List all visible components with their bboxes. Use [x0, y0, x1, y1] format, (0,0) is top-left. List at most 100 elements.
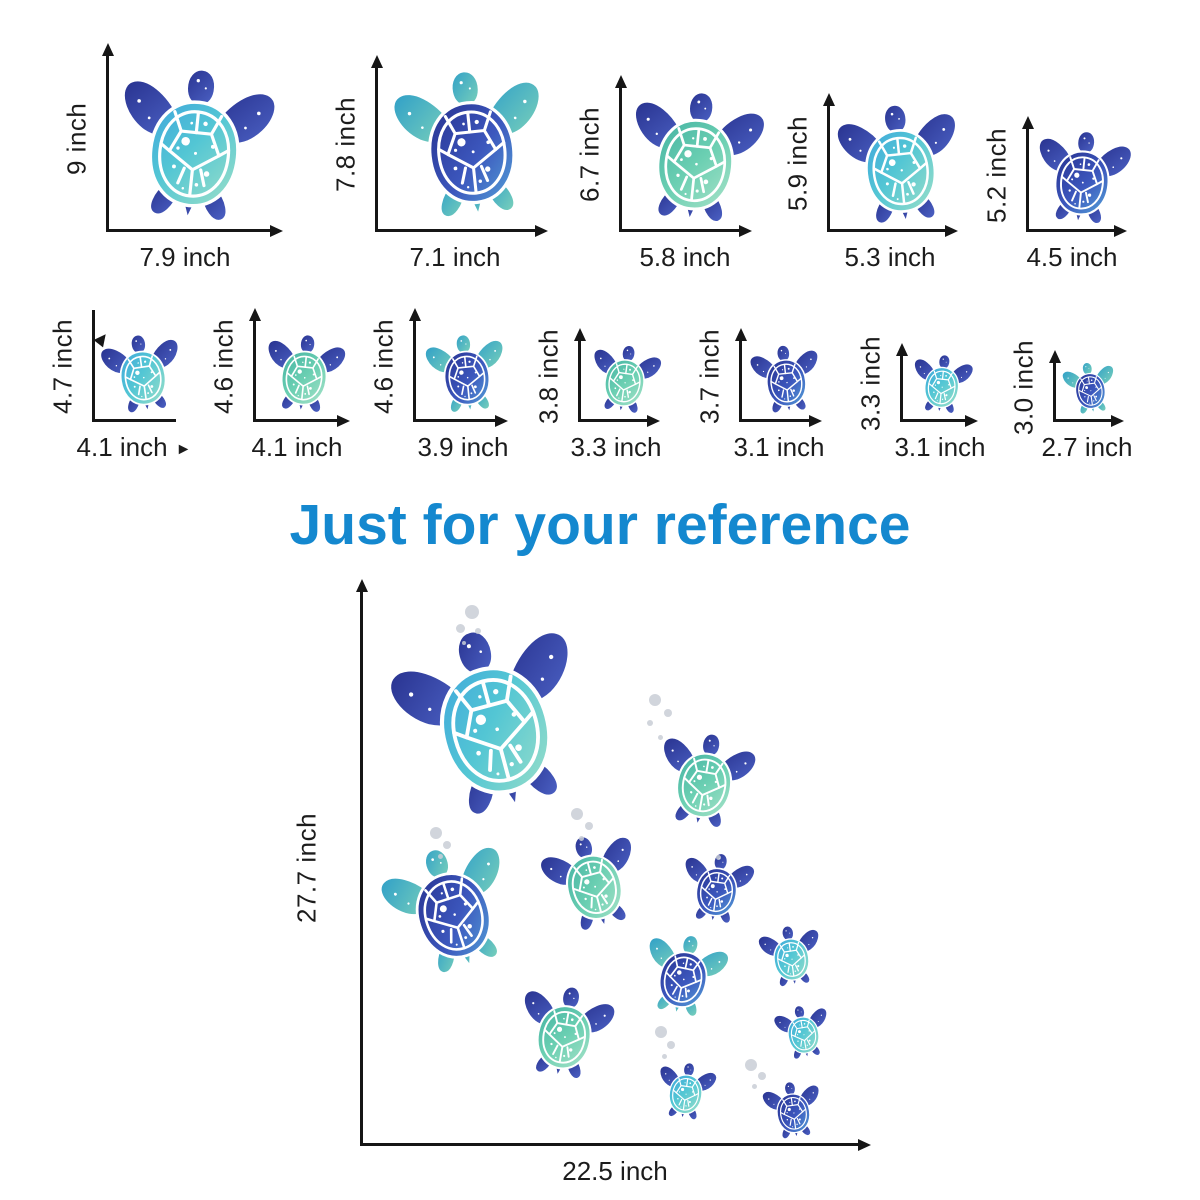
turtle-graphic: [1038, 130, 1133, 225]
turtle-limbs: [391, 69, 542, 219]
size-figure: 6.7 inch 5.8 inch: [571, 63, 777, 284]
turtle-speckles: [432, 340, 497, 398]
width-label: 7.1 inch: [385, 242, 525, 273]
turtle-shell-plates: [779, 1096, 807, 1130]
turtle-graphic: [1061, 362, 1115, 415]
width-label: 4.1 inch ►: [64, 432, 204, 463]
turtle-graphic: [913, 354, 974, 414]
size-figure: 4.6 inch 4.1 inch: [205, 296, 375, 474]
height-axis-arrow: [370, 55, 383, 68]
height-axis-arrow: [248, 308, 261, 321]
height-axis: [413, 319, 416, 422]
turtle-speckles: [108, 340, 172, 398]
bubble: [475, 628, 481, 634]
width-axis: [413, 419, 497, 422]
turtle-graphic: [773, 1005, 828, 1060]
width-label-text: 7.1 inch: [409, 242, 501, 272]
turtle-speckles: [656, 940, 721, 998]
turtle-graphic: [387, 629, 571, 817]
turtle-shell-plates: [542, 1010, 586, 1064]
turtle-speckles: [756, 349, 812, 400]
turtle-shell-plates: [571, 858, 617, 915]
width-axis-arrow: [535, 224, 548, 237]
height-axis: [253, 319, 256, 422]
width-axis: [1053, 419, 1113, 422]
width-label-text: 2.7 inch: [1041, 432, 1133, 462]
width-label-text: 4.1 inch: [251, 432, 343, 462]
height-axis-arrow: [734, 328, 747, 341]
height-axis-arrow: [1048, 350, 1061, 363]
bubble: [585, 822, 593, 830]
turtle-shell-plates: [437, 110, 507, 195]
size-figure: 7.8 inch 7.1 inch: [327, 43, 573, 284]
bubble: [649, 694, 661, 706]
turtle-graphic: [379, 845, 502, 974]
turtle-graphic: [662, 733, 758, 829]
width-axis-arrow: [270, 224, 283, 237]
height-axis: [106, 54, 109, 232]
width-axis-arrow: [337, 414, 350, 427]
height-axis-arrow: [895, 343, 908, 356]
width-label: 5.8 inch: [615, 242, 755, 273]
height-axis: [375, 66, 378, 232]
width-label: 4.5 inch: [1002, 242, 1142, 273]
turtle-shell-plates: [158, 109, 231, 198]
width-axis-arrow: [739, 224, 752, 237]
turtle-graphic: [391, 69, 542, 219]
turtle-graphic: [749, 344, 819, 414]
width-axis: [92, 419, 176, 422]
height-axis-arrow: [573, 328, 586, 341]
bubble: [751, 1083, 757, 1089]
bubble: [437, 853, 443, 859]
turtle-speckles: [848, 112, 946, 201]
bubble: [661, 1053, 667, 1059]
turtle-shell-plates: [664, 127, 727, 202]
width-axis: [619, 229, 741, 232]
turtle-graphic: [684, 852, 756, 924]
height-axis-arrow: [822, 93, 835, 106]
size-figure: 5.9 inch 5.3 inch: [779, 81, 983, 284]
panel-height-axis-arrow: [355, 579, 368, 592]
width-axis: [900, 419, 967, 422]
turtle-shell-plates: [451, 674, 540, 783]
turtle-graphic: [267, 334, 347, 414]
width-label-text: 4.5 inch: [1026, 242, 1118, 272]
width-label-text: 3.3 inch: [570, 432, 662, 462]
turtle-shell-plates: [681, 757, 727, 813]
width-axis: [253, 419, 339, 422]
width-axis-arrow: [1111, 414, 1124, 427]
bubble: [758, 1072, 766, 1080]
panel-width-label: 22.5 inch: [562, 1156, 668, 1186]
turtle-shell-plates: [448, 355, 486, 401]
turtle-shell-plates: [770, 363, 803, 403]
turtle-speckles: [599, 349, 655, 399]
turtle-speckles: [408, 644, 554, 776]
height-axis-arrow: [101, 43, 114, 56]
width-label-text: 4.1 inch: [76, 432, 168, 462]
width-axis-arrow: [945, 224, 958, 237]
width-label: 2.7 inch: [1017, 432, 1157, 463]
panel-height-axis: [360, 589, 363, 1146]
width-label-text: 3.1 inch: [733, 432, 825, 462]
width-axis: [106, 229, 272, 232]
turtle-speckles: [671, 739, 747, 807]
turtle-speckles: [665, 1066, 711, 1108]
height-axis-arrow: [408, 308, 421, 321]
turtle-graphic: [648, 934, 730, 1018]
width-axis-arrow: [647, 414, 660, 427]
turtle-speckles: [779, 1009, 823, 1049]
turtle-shell-plates: [1078, 375, 1103, 406]
size-figure: 3.0 inch 2.7 inch: [1005, 338, 1149, 474]
turtle-speckles: [919, 358, 968, 402]
size-figure: 4.6 inch 3.9 inch: [365, 296, 533, 474]
turtle-speckles: [646, 100, 753, 196]
height-axis: [739, 339, 742, 422]
width-label: 4.1 inch: [227, 432, 367, 463]
size-figure: 4.7 inch 4.1 inch ►: [44, 296, 212, 474]
turtle-graphic: [539, 835, 633, 932]
turtle-speckles: [137, 79, 261, 190]
width-axis-arrow: [495, 414, 508, 427]
turtle-limbs: [684, 852, 756, 924]
